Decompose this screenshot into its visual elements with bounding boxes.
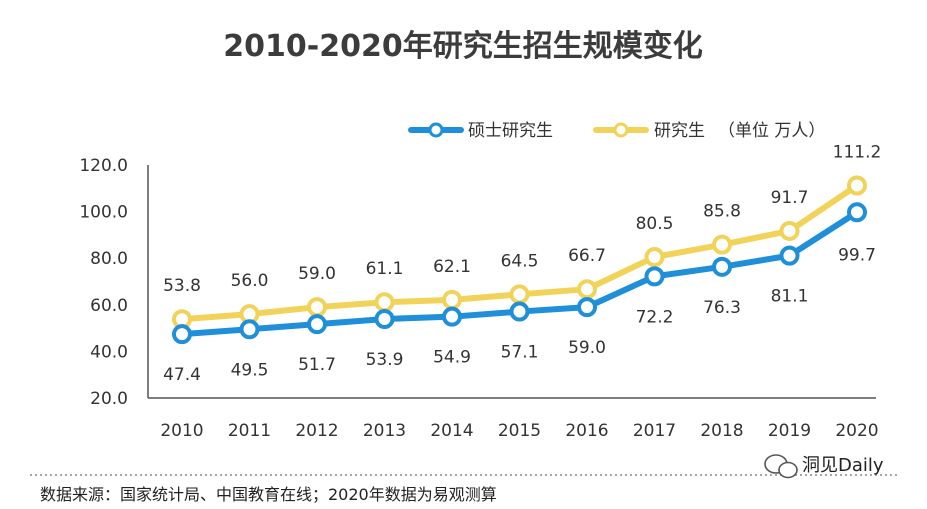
data-label-master: 81.1 [771,287,809,307]
data-point-grad [644,247,665,268]
data-label-grad: 111.2 [833,143,882,163]
series-layer [172,175,867,345]
data-label-master: 51.7 [298,355,336,375]
x-tick-label: 2015 [498,421,541,441]
y-tick-label: 120.0 [79,156,128,176]
data-point-master [172,324,192,345]
data-label-grad: 62.1 [433,257,471,277]
data-label-grad: 80.5 [636,214,674,234]
x-tick-label: 2011 [228,421,271,441]
data-point-grad [509,284,530,305]
data-point-master [509,301,530,322]
data-point-master [779,245,800,266]
data-label-master: 99.7 [838,245,876,265]
x-tick-label: 2017 [633,421,676,441]
data-point-master [239,319,260,340]
y-ticks: 20.0 40.0 60.0 80.0 100.0 120.0 [79,156,128,409]
data-label-master: 76.3 [703,298,741,318]
y-tick-label: 40.0 [90,342,128,362]
source-note: 数据来源：国家统计局、中国教育在线；2020年数据为易观测算 [40,485,497,504]
wechat-badge: 洞见Daily [764,454,884,479]
x-tick-label: 2020 [835,421,878,441]
data-point-master [442,306,462,327]
data-point-grad [847,175,867,196]
legend-marker-master [428,122,444,138]
data-point-grad [712,234,732,255]
wechat-icon [764,454,798,479]
x-tick-label: 2019 [768,421,811,441]
x-tick-label: 2016 [565,421,608,441]
x-tick-label: 2013 [363,421,406,441]
data-label-master: 53.9 [366,350,404,370]
data-label-grad: 59.0 [298,264,336,284]
data-point-master [577,297,597,318]
data-label-grad: 56.0 [231,271,269,291]
legend: 硕士研究生 研究生 （单位 万人） [408,121,825,141]
data-point-grad [374,292,395,313]
data-point-master [847,202,867,223]
data-point-grad [577,279,597,300]
data-label-master: 59.0 [568,338,606,358]
legend-label-grad: 研究生 [654,121,705,141]
y-tick-label: 80.0 [90,249,128,269]
data-point-grad [307,297,327,318]
data-point-master [307,314,327,335]
data-label-master: 57.1 [501,343,539,363]
chart-title: 2010-2020年研究生招生规模变化 [223,29,702,64]
x-ticks: 2010 2011 2012 2013 2014 2015 2016 2017 2018 2019… [160,421,878,441]
data-label-grad: 64.5 [501,251,539,271]
y-tick-label: 100.0 [79,203,128,223]
data-labels: 47.4 49.5 51.7 53.9 54.9 57.1 59.0 72.2 76.3 81.1… [163,143,881,386]
y-tick-label: 60.0 [90,296,128,316]
data-point-master [712,256,732,277]
data-label-grad: 53.8 [163,276,201,296]
data-label-grad: 85.8 [703,202,741,222]
y-tick-label: 20.0 [90,389,128,409]
x-tick-label: 2012 [295,421,338,441]
data-point-grad [779,220,800,241]
data-label-master: 54.9 [433,348,471,368]
legend-marker-grad [613,122,629,138]
data-point-grad [442,289,462,310]
x-tick-label: 2010 [160,421,203,441]
data-label-grad: 61.1 [366,259,404,279]
data-label-grad: 91.7 [771,188,809,208]
data-label-master: 49.5 [231,360,269,380]
data-label-master: 72.2 [636,307,674,327]
data-point-master [644,266,665,287]
data-point-master [374,309,395,330]
x-tick-label: 2014 [430,421,473,441]
x-tick-label: 2018 [700,421,743,441]
legend-label-master: 硕士研究生 [468,121,553,141]
legend-unit-note: （单位 万人） [718,121,825,141]
data-label-grad: 66.7 [568,246,606,266]
wechat-account: 洞见Daily [802,455,884,476]
data-label-master: 47.4 [163,365,201,385]
